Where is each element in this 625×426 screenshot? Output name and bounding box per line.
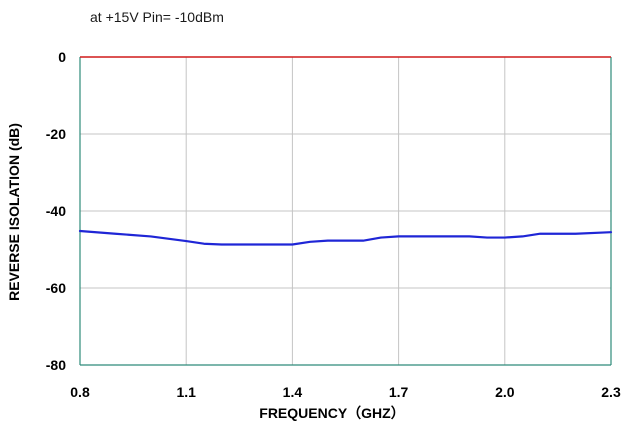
x-tick-label: 1.1	[176, 384, 196, 400]
grid	[80, 57, 611, 365]
series-line	[78, 229, 613, 246]
y-tick-label: -60	[46, 280, 66, 296]
x-tick-label: 2.3	[601, 384, 621, 400]
x-tick-label: 2.0	[495, 384, 515, 400]
chart-subtitle: at +15V Pin= -10dBm	[90, 9, 224, 25]
x-axis-label: FREQUENCY（GHZ）	[259, 405, 404, 421]
y-tick-label: -20	[46, 126, 66, 142]
x-tick-label: 1.7	[389, 384, 409, 400]
y-axis-label: REVERSE ISOLATION (dB)	[6, 123, 22, 301]
y-axis-ticks: 0 -20 -40 -60 -80	[46, 49, 66, 373]
y-tick-label: -40	[46, 203, 66, 219]
x-tick-label: 1.4	[283, 384, 303, 400]
x-axis-ticks: 0.8 1.1 1.4 1.7 2.0 2.3	[70, 384, 621, 400]
plot-frame	[79, 56, 612, 366]
y-tick-label: -80	[46, 357, 66, 373]
x-tick-label: 0.8	[70, 384, 90, 400]
y-tick-label: 0	[58, 49, 66, 65]
series-layer	[78, 229, 613, 246]
